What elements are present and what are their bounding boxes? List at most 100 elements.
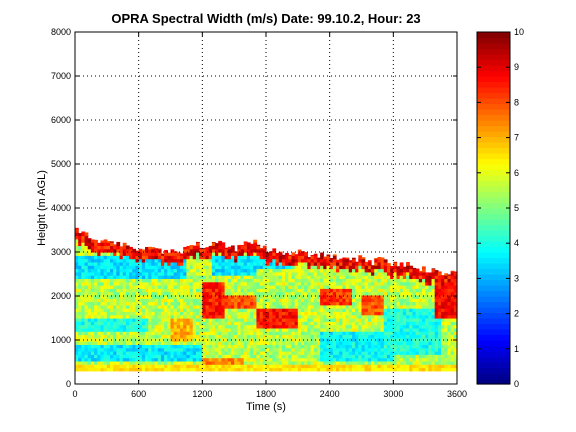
heatmap-cell [119, 301, 124, 306]
heatmap-cell [246, 294, 251, 299]
heatmap-cell [329, 341, 334, 345]
heatmap-cell [428, 331, 433, 336]
heatmap-cell [227, 321, 232, 326]
heatmap-cell [269, 298, 273, 303]
heatmap-cell [87, 238, 92, 243]
heatmap-cell [345, 291, 350, 296]
heatmap-cell [441, 344, 445, 349]
heatmap-cell [180, 298, 184, 303]
heatmap-cell [195, 314, 200, 319]
heatmap-cell [160, 344, 165, 349]
heatmap-cell [285, 255, 289, 260]
heatmap-cell [266, 321, 270, 326]
heatmap-cell [351, 258, 356, 263]
heatmap-cell [406, 301, 410, 306]
heatmap-cell [243, 288, 248, 293]
heatmap-cell [167, 337, 172, 342]
heatmap-cell [412, 291, 417, 296]
heatmap-cell [246, 334, 251, 339]
heatmap-cell [431, 285, 436, 289]
heatmap-cell [355, 301, 359, 306]
heatmap-cell [383, 351, 388, 355]
heatmap-cell [425, 344, 429, 349]
heatmap-cell [291, 278, 296, 283]
heatmap-cell [396, 301, 401, 306]
heatmap-cell [90, 275, 95, 279]
heatmap-cell [189, 347, 194, 352]
heatmap-cell [447, 285, 452, 289]
heatmap-cell [100, 281, 105, 286]
heatmap-cell [316, 278, 321, 283]
heatmap-cell [125, 308, 130, 312]
heatmap-cell [125, 360, 130, 365]
heatmap-cell [211, 337, 216, 342]
heatmap-cell [269, 351, 273, 355]
heatmap-cell [75, 360, 79, 365]
heatmap-cell [351, 357, 356, 362]
heatmap-cell [119, 337, 124, 342]
heatmap-cell [272, 327, 277, 332]
heatmap-cell [141, 351, 146, 355]
colorbar-segment [477, 136, 510, 143]
heatmap-cell [202, 321, 207, 326]
heatmap-cell [431, 347, 436, 352]
heatmap-cell [402, 311, 407, 316]
heatmap-cell [183, 278, 188, 283]
heatmap-cell [361, 291, 366, 296]
heatmap-cell [355, 308, 359, 312]
heatmap-cell [192, 357, 197, 362]
heatmap-cell [250, 301, 254, 306]
heatmap-cell [211, 275, 216, 279]
heatmap-cell [202, 271, 207, 276]
heatmap-cell [135, 347, 140, 352]
heatmap-cell [218, 248, 223, 253]
heatmap-cell [227, 301, 232, 306]
heatmap-cell [256, 367, 261, 372]
heatmap-cell [339, 334, 343, 339]
heatmap-cell [211, 367, 216, 372]
heatmap-cell [418, 298, 423, 303]
heatmap-cell [441, 288, 445, 293]
heatmap-cell [307, 327, 312, 332]
heatmap-cell [374, 304, 379, 309]
heatmap-cell [301, 251, 305, 253]
heatmap-cell [415, 278, 420, 283]
colorbar-segment [477, 362, 510, 369]
heatmap-cell [113, 275, 117, 279]
heatmap-cell [393, 281, 398, 286]
heatmap-cell [237, 261, 242, 266]
heatmap-cell [160, 301, 165, 306]
heatmap-cell [87, 242, 92, 246]
heatmap-cell [386, 351, 391, 355]
heatmap-cell [132, 301, 137, 306]
heatmap-cell [170, 301, 175, 306]
heatmap-cell [202, 275, 207, 279]
heatmap-cell [237, 294, 242, 299]
heatmap-cell [348, 364, 353, 369]
heatmap-cell [266, 331, 270, 336]
heatmap-cell [250, 268, 254, 273]
heatmap-cell [148, 281, 152, 286]
heatmap-cell [78, 268, 82, 273]
heatmap-cell [87, 248, 92, 253]
heatmap-cell [294, 324, 299, 329]
heatmap-cell [383, 308, 388, 312]
heatmap-cell [434, 327, 439, 332]
heatmap-cell [78, 331, 82, 336]
heatmap-cell [218, 334, 223, 339]
heatmap-cell [100, 327, 105, 332]
colorbar-segment [477, 252, 510, 259]
heatmap-cell [110, 294, 114, 299]
heatmap-cell [421, 281, 426, 286]
heatmap-cell [339, 288, 343, 293]
heatmap-cell [313, 261, 318, 266]
heatmap-cell [393, 275, 398, 279]
heatmap-cell [221, 252, 226, 256]
heatmap-cell [367, 327, 372, 332]
heatmap-cell [183, 298, 188, 303]
heatmap-cell [250, 327, 254, 332]
heatmap-cell [122, 367, 127, 372]
heatmap-cell [176, 252, 181, 256]
heatmap-cell [97, 344, 102, 349]
heatmap-cell [316, 351, 321, 355]
